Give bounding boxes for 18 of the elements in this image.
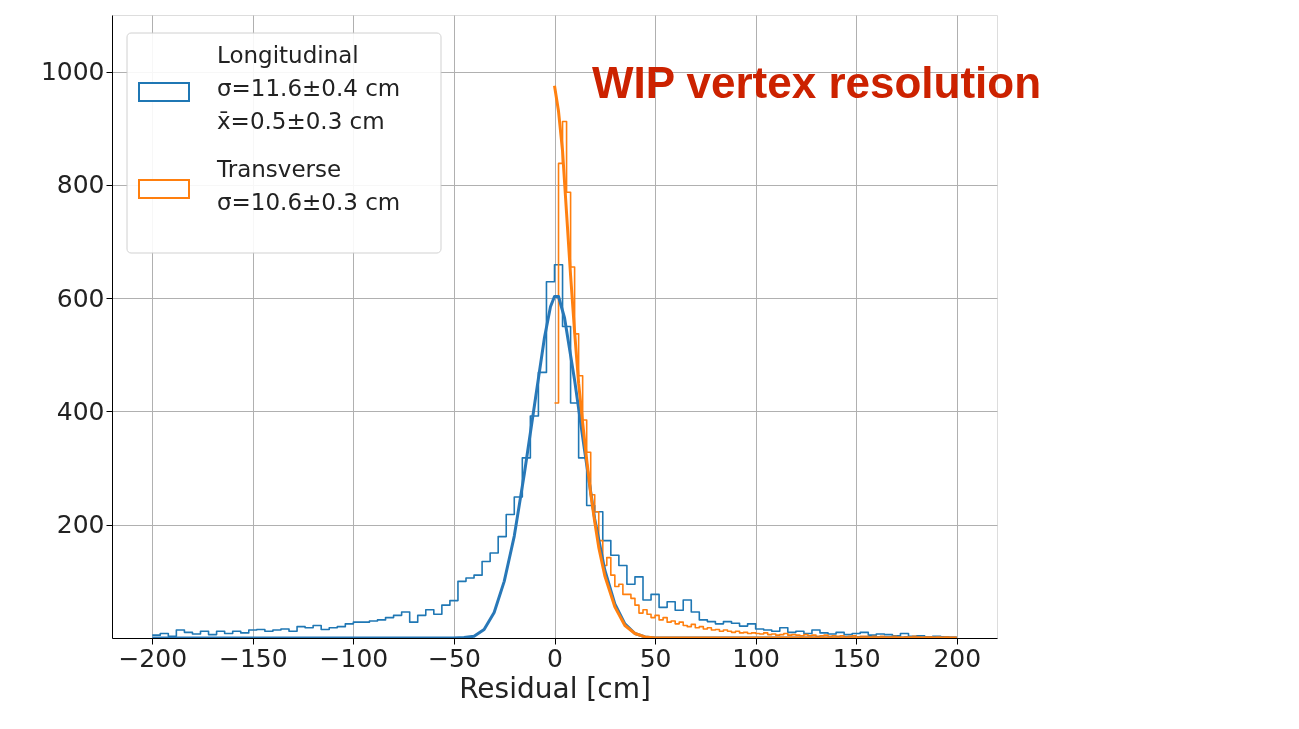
legend-label: Longitudinal σ=11.6±0.4 cm x̄=0.5±0.3 cm [217, 42, 401, 134]
x-tick-label: 50 [639, 643, 672, 673]
x-tick-label: 200 [933, 643, 982, 673]
y-tick-label: 1000 [40, 57, 105, 87]
x-tick-label: −200 [118, 643, 188, 673]
annotation: WIP vertex resolution [592, 58, 1042, 107]
y-tick-label: 600 [56, 283, 105, 313]
x-tick-label: 100 [732, 643, 780, 673]
x-axis-title: Residual [cm] [459, 671, 651, 705]
y-tick-label: 800 [56, 170, 105, 200]
y-tick-label: 200 [56, 510, 105, 540]
y-tick-label: 400 [56, 396, 105, 426]
x-tick-label: −100 [319, 643, 389, 673]
x-tick-label: 150 [832, 643, 881, 673]
x-tick-label: −150 [218, 643, 288, 673]
x-tick-label: −50 [428, 643, 481, 673]
legend-label: Transverse σ=10.6±0.3 cm [216, 156, 401, 215]
x-tick-label: 0 [547, 643, 563, 673]
